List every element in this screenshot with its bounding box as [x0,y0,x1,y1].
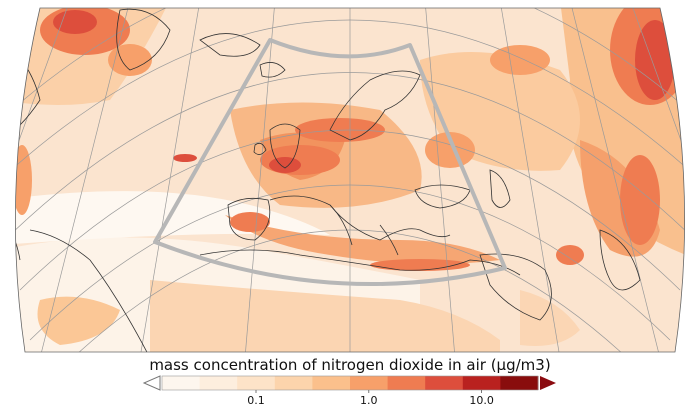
colorbar-title: mass concentration of nitrogen dioxide i… [149,356,551,374]
colorbar-segment [274,376,313,390]
colorbar-tick-label: 10.0 [469,394,494,407]
colorbar-segments [161,375,539,391]
colorbar-segment [462,376,501,390]
colorbar-segment [425,376,464,390]
colorbar-segment [350,376,389,390]
colorbar-tick-label: 0.1 [247,394,265,407]
model-domain-box [153,38,507,286]
colorbar-over-arrow [540,376,556,390]
globe-outline [15,7,685,353]
colorbar-ticks: 0.1 1.0 10.0 [247,390,494,407]
colorbar-frame [161,375,539,391]
colorbar-under-arrow [142,375,161,391]
colorbar-tick-label: 1.0 [360,394,378,407]
colorbar-segment [162,376,201,390]
colorbar-segment [500,376,539,390]
graticule [15,8,685,352]
nitrogen-dioxide-map [15,7,685,353]
colorbar-segment [312,376,351,390]
colorbar: 0.1 1.0 10.0 [142,372,556,407]
colorbar-segment [199,376,238,390]
colorbar-segment [237,376,276,390]
coastlines [15,8,641,352]
colorbar-segment [387,376,426,390]
